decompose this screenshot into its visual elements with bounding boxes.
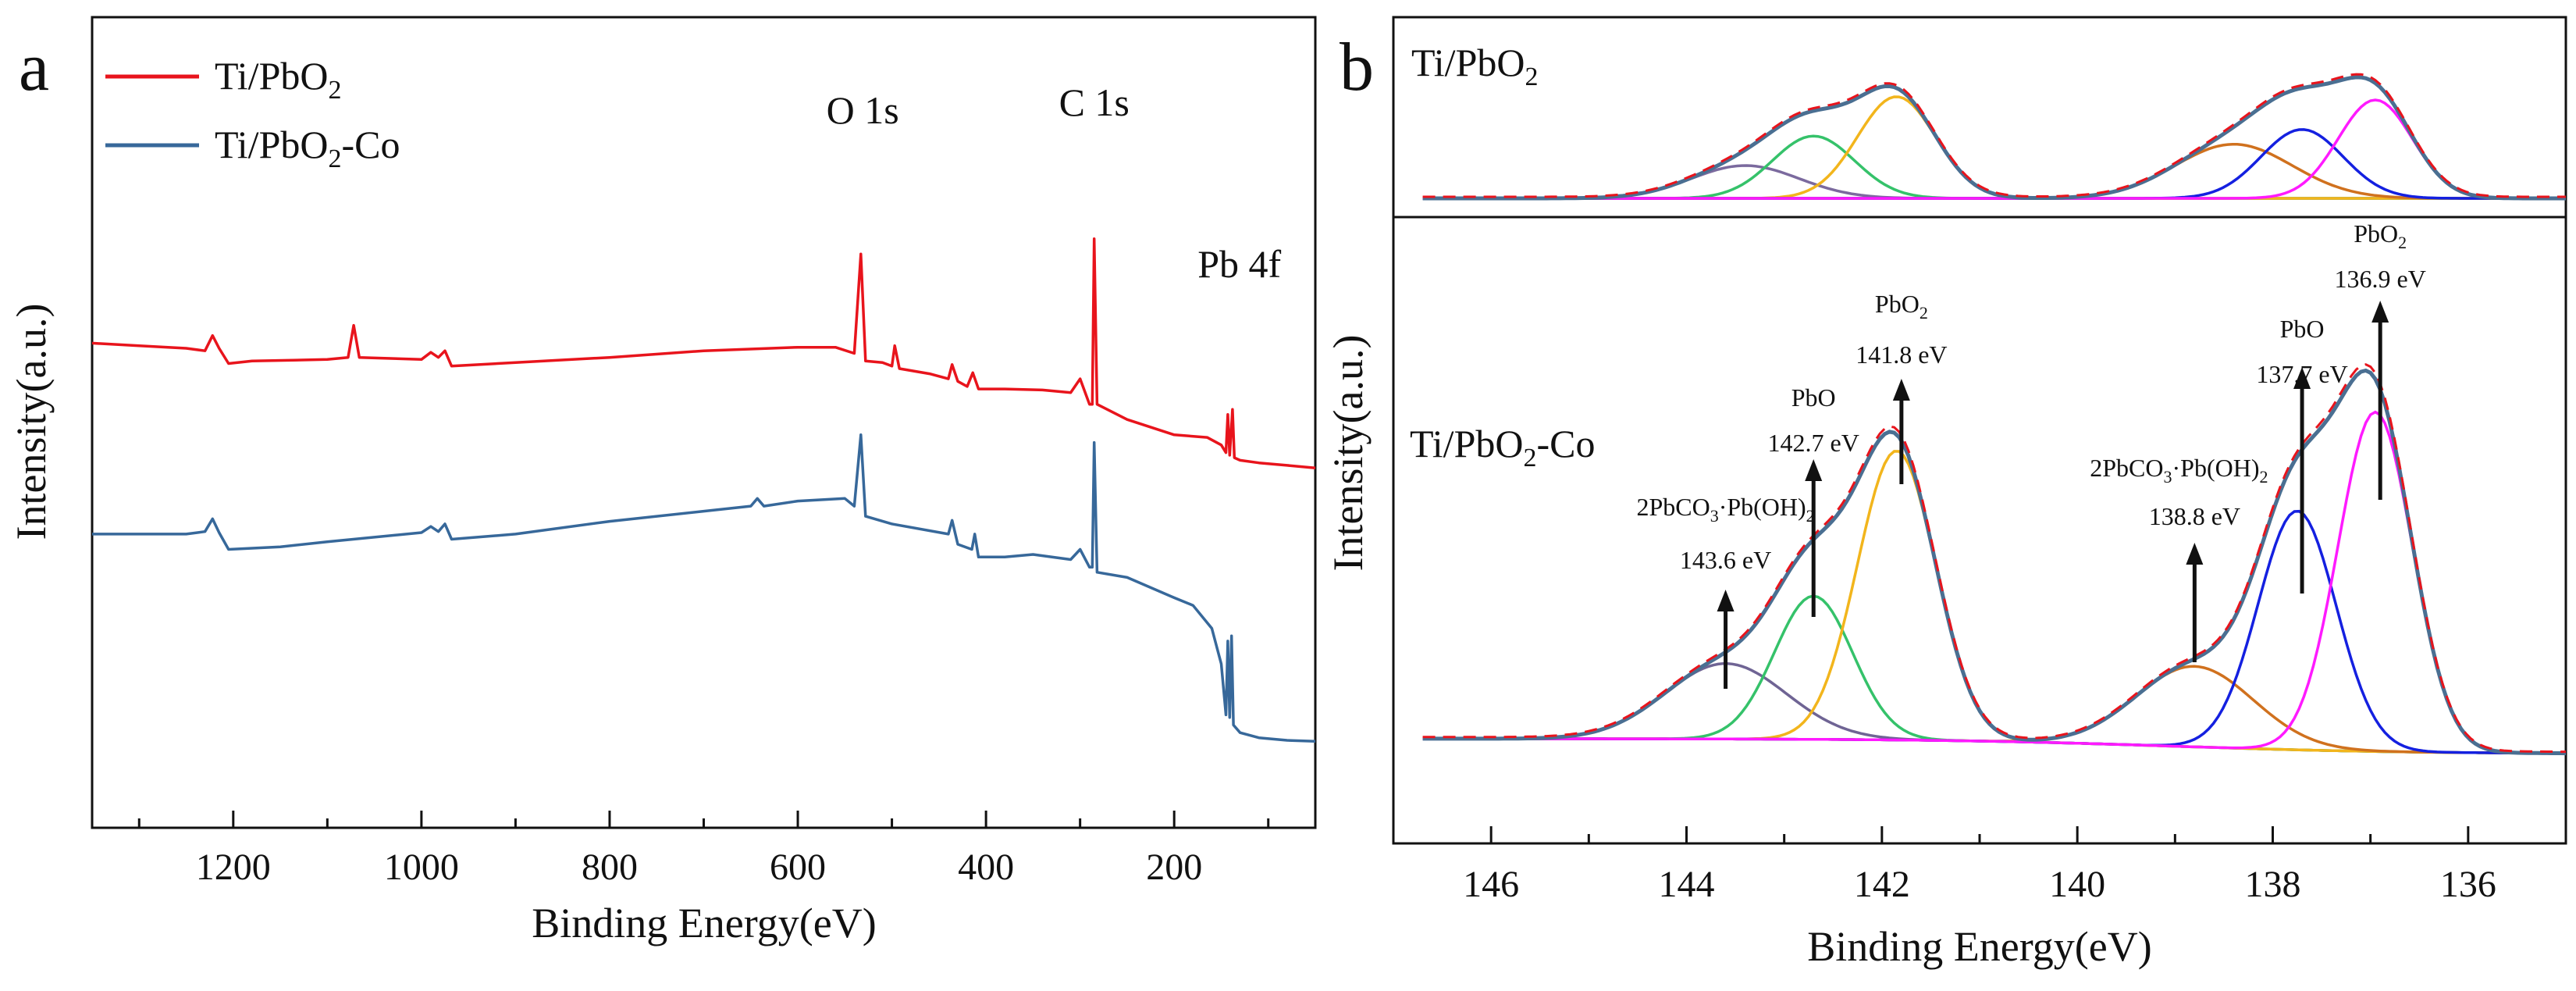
panel-b-peak-species: 2PbCO3·Pb(OH)2 xyxy=(1636,493,1814,526)
panel-b-x-axis-title: Binding Energy(eV) xyxy=(1807,923,2151,970)
panel-b-bottom-component-2 xyxy=(1422,450,2567,755)
panel-a-tick-label: 200 xyxy=(1146,847,1202,888)
panel-b-arrow-head xyxy=(1805,459,1823,481)
panel-b-arrow-head xyxy=(1717,590,1735,611)
panel-b-bottom-sample-label: Ti/PbO2-Co xyxy=(1410,422,1595,472)
panel-b-peak-energy: 136.9 eV xyxy=(2335,265,2426,293)
panel-a-annotation: Pb 4f xyxy=(1197,242,1281,286)
panel-b-bottom-fit xyxy=(1422,363,2566,754)
panel-b-letter: b xyxy=(1340,30,1374,105)
panel-b-peak-species: PbO xyxy=(2280,315,2325,343)
panel-b-arrow-head xyxy=(1892,379,1910,401)
panel-a-peak-annotations: O 1s C 1s Pb 4f xyxy=(827,80,1282,286)
panel-b-bottom-component-5 xyxy=(1422,410,2567,755)
panel-b-tick-label: 146 xyxy=(1463,864,1519,905)
panel-a-legend: Ti/PbO2 Ti/PbO2-Co xyxy=(105,54,400,173)
panel-a-tick-label: 600 xyxy=(770,847,826,888)
panel-a-tick-label: 400 xyxy=(958,847,1014,888)
panel-a-tick-label: 800 xyxy=(582,847,638,888)
panel-b-tick-label: 140 xyxy=(2049,864,2105,905)
panel-b-top-component-1 xyxy=(1422,134,2566,200)
panel-a-x-axis-title: Binding Energy(eV) xyxy=(532,900,876,946)
panel-b-y-axis-title: Intensity(a.u.) xyxy=(1325,335,1372,572)
panel-b-bottom-component-4 xyxy=(1422,509,2567,755)
panel-b-top-component-4 xyxy=(1422,128,2566,200)
panel-b-peak-energy: 138.8 eV xyxy=(2149,502,2240,530)
panel-b-arrow-head xyxy=(2186,543,2204,565)
panel-b-top-sample-label: Ti/PbO2 xyxy=(1411,41,1538,91)
panel-b-bottom-envelope xyxy=(1422,368,2567,756)
panel-b-arrow-head xyxy=(2371,301,2389,323)
panel-b-pb4f-spectrum: b 146 144 142 140 138 136 2PbCO3·Pb(OH)2 143.6… xyxy=(1325,16,2567,970)
panel-a-annotation: O 1s xyxy=(827,88,899,132)
panel-b-peak-energy: 143.6 eV xyxy=(1680,546,1771,574)
panel-b-top-fit xyxy=(1422,73,2566,198)
panel-b-peak-species: PbO xyxy=(1791,383,1836,412)
panel-a-series-line-1 xyxy=(92,433,1316,743)
panel-b-peak-energy: 142.7 eV xyxy=(1768,429,1859,457)
panel-b-peak-energy: 137.7 eV xyxy=(2256,360,2347,388)
panel-a-series xyxy=(91,237,1316,743)
panel-b-fitted-curves xyxy=(1422,73,2567,756)
panel-a-legend-label: Ti/PbO2 xyxy=(215,54,341,105)
panel-a-y-axis-title: Intensity(a.u.) xyxy=(8,304,55,540)
panel-a-legend-label: Ti/PbO2-Co xyxy=(215,123,400,173)
panel-a-tick-label: 1000 xyxy=(384,847,459,888)
panel-b-peak-species: 2PbCO3·Pb(OH)2 xyxy=(2090,454,2268,487)
panel-b-top-envelope xyxy=(1422,75,2566,201)
panel-b-tick-label: 136 xyxy=(2440,864,2496,905)
panel-a-letter: a xyxy=(19,30,49,105)
panel-b-x-ticks: 146 144 142 140 138 136 xyxy=(1463,826,2567,905)
panel-b-tick-label: 144 xyxy=(1659,864,1715,905)
panel-b-tick-label: 142 xyxy=(1854,864,1910,905)
panel-a-survey-spectrum: a 1200 1000 800 600 400 200 O 1s C 1s Pb 4f Ti/… xyxy=(8,16,1317,946)
panel-b-arrow-head xyxy=(2293,367,2311,389)
panel-b-peak-species: PbO2 xyxy=(2354,219,2407,252)
panel-b-top-component-5 xyxy=(1422,98,2566,200)
panel-b-peak-energy: 141.8 eV xyxy=(1856,340,1947,369)
panel-a-tick-label: 1200 xyxy=(196,847,271,888)
panel-b-top-component-3 xyxy=(1422,142,2566,200)
panel-b-peak-species: PbO2 xyxy=(1875,290,1928,323)
panel-a-series-line-0 xyxy=(91,237,1316,469)
panel-b-peak-labels: 2PbCO3·Pb(OH)2 143.6 eV PbO 142.7 eV PbO2 141… xyxy=(1636,219,2426,689)
panel-b-tick-label: 138 xyxy=(2245,864,2301,905)
panel-a-annotation: C 1s xyxy=(1059,80,1130,124)
panel-a-x-ticks: 1200 1000 800 600 400 200 xyxy=(137,811,1270,888)
